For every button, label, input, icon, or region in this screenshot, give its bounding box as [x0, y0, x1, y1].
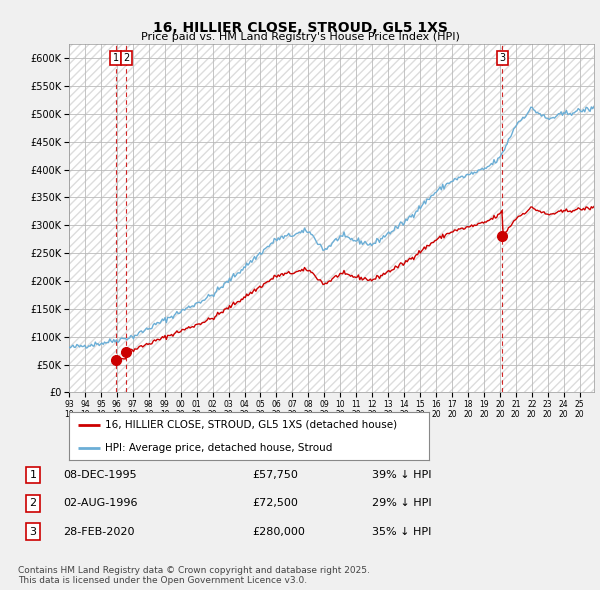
Text: 2: 2 — [29, 499, 37, 508]
Text: HPI: Average price, detached house, Stroud: HPI: Average price, detached house, Stro… — [105, 443, 332, 453]
Text: £280,000: £280,000 — [252, 527, 305, 536]
Text: 29% ↓ HPI: 29% ↓ HPI — [372, 499, 431, 508]
Text: 1: 1 — [113, 53, 119, 63]
Text: Price paid vs. HM Land Registry's House Price Index (HPI): Price paid vs. HM Land Registry's House … — [140, 32, 460, 42]
Text: 16, HILLIER CLOSE, STROUD, GL5 1XS: 16, HILLIER CLOSE, STROUD, GL5 1XS — [152, 21, 448, 35]
Text: £72,500: £72,500 — [252, 499, 298, 508]
Text: 3: 3 — [29, 527, 37, 536]
Text: Contains HM Land Registry data © Crown copyright and database right 2025.
This d: Contains HM Land Registry data © Crown c… — [18, 566, 370, 585]
Text: 08-DEC-1995: 08-DEC-1995 — [63, 470, 137, 480]
Text: 28-FEB-2020: 28-FEB-2020 — [63, 527, 134, 536]
Text: 02-AUG-1996: 02-AUG-1996 — [63, 499, 137, 508]
Text: 3: 3 — [499, 53, 505, 63]
Text: 1: 1 — [29, 470, 37, 480]
Text: 16, HILLIER CLOSE, STROUD, GL5 1XS (detached house): 16, HILLIER CLOSE, STROUD, GL5 1XS (deta… — [105, 420, 397, 430]
Text: 2: 2 — [123, 53, 130, 63]
Text: £57,750: £57,750 — [252, 470, 298, 480]
Text: 39% ↓ HPI: 39% ↓ HPI — [372, 470, 431, 480]
Text: 35% ↓ HPI: 35% ↓ HPI — [372, 527, 431, 536]
